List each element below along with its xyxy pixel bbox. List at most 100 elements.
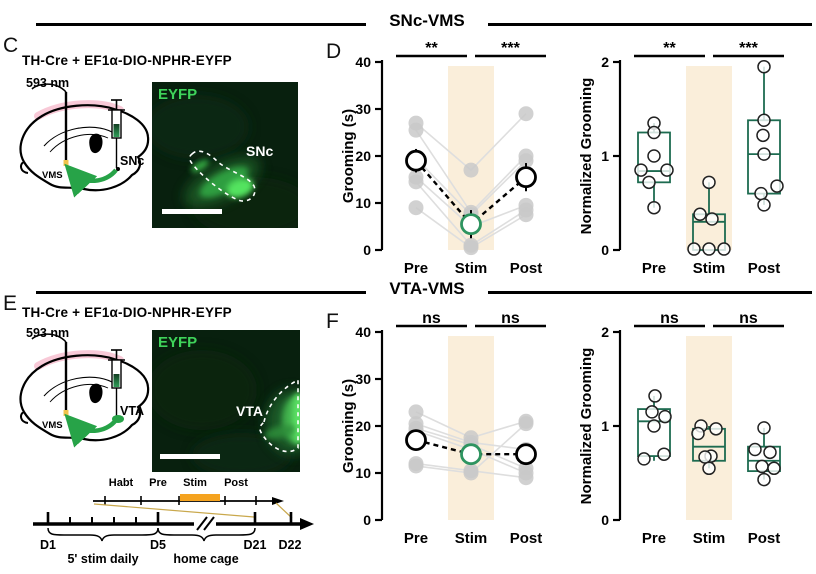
data-point	[757, 59, 771, 74]
x-category-label: Pre	[642, 530, 666, 547]
data-point	[637, 452, 651, 466]
data-point	[647, 200, 661, 215]
subject-point	[463, 465, 479, 481]
y-tick-label: 10	[355, 195, 371, 211]
data-point	[687, 242, 701, 256]
vta-label: VTA	[120, 404, 144, 418]
inner-structure-line-1	[43, 376, 113, 397]
panel-e-construct-title: TH-Cre + EF1α-DIO-NPHR-EYFP	[22, 305, 232, 320]
data-point	[660, 163, 674, 177]
expansion-line-right	[275, 502, 293, 519]
data-point	[634, 163, 648, 177]
significance-label: ns	[660, 310, 679, 327]
y-axis-title: Normalized Grooming	[578, 348, 595, 505]
day-d22: D22	[279, 538, 302, 552]
phase-pre: Pre	[149, 477, 167, 489]
y-axis-title: Grooming (s)	[340, 379, 357, 473]
data-point	[698, 450, 712, 464]
subject-point	[463, 240, 479, 256]
timeline-main-arrowhead	[300, 518, 314, 530]
brain-outline	[19, 104, 150, 192]
mean-point	[515, 166, 537, 189]
y-tick-label: 40	[355, 324, 371, 340]
fiber-cable	[31, 333, 67, 343]
data-point	[691, 426, 705, 441]
fiber-cable	[31, 83, 67, 93]
experiment-timeline: Habt Pre Stim Post D1 D5 D21 D22 5' stim…	[33, 477, 314, 566]
expansion-line-left	[93, 503, 255, 518]
data-point	[702, 242, 716, 256]
snc-brain-schematic: 593 nm VMS SNc	[19, 76, 150, 198]
phase-habt: Habt	[109, 477, 134, 489]
phase-stim: Stim	[183, 477, 207, 489]
panel-label-f: F	[326, 310, 339, 333]
vms-label: VMS	[42, 170, 63, 181]
subject-point	[408, 200, 424, 216]
syringe-virus	[113, 124, 120, 137]
subject-point	[518, 207, 534, 223]
y-tick-label: 30	[355, 101, 371, 117]
wavelength-label: 593 nm	[26, 76, 69, 90]
y-axis-title: Grooming (s)	[340, 109, 357, 203]
subject-point	[408, 404, 424, 420]
significance-label: ***	[739, 40, 758, 57]
panel-label-e: E	[3, 292, 18, 315]
data-point	[757, 198, 771, 212]
x-category-label: Post	[510, 260, 543, 277]
significance-label: ns	[501, 310, 520, 327]
y-tick-label: 0	[363, 512, 371, 528]
data-point	[757, 472, 771, 487]
eyfp-streak	[191, 159, 209, 173]
ventricle-blob	[89, 133, 103, 154]
snc-eyfp-image: EYFP SNc	[152, 82, 298, 228]
data-point	[648, 389, 662, 403]
timeline-minor-ticks	[69, 517, 137, 525]
vta-region-label: VTA	[236, 403, 263, 419]
data-point	[754, 186, 768, 201]
mean-point	[405, 149, 427, 172]
home-cage-brace	[157, 527, 256, 542]
data-point	[709, 422, 723, 436]
scale-bar	[160, 454, 220, 459]
panel-label-c: C	[3, 34, 19, 57]
axis-break-slash-2	[203, 516, 215, 531]
data-point	[770, 179, 784, 193]
data-point	[702, 461, 716, 476]
vta-header-line-right	[488, 291, 812, 294]
eyfp-expression	[199, 166, 249, 198]
projection-arrow	[64, 163, 118, 198]
y-tick-label: 20	[355, 418, 371, 434]
subject-point	[518, 153, 534, 169]
y-tick-label: 30	[355, 371, 371, 387]
data-point	[717, 242, 731, 256]
data-point	[693, 207, 707, 222]
y-tick-label: 0	[363, 242, 371, 258]
snc-region-label: SNc	[246, 143, 273, 159]
data-point	[757, 113, 771, 128]
significance-label: **	[663, 40, 676, 57]
y-tick-label: 10	[355, 465, 371, 481]
projection-arrow	[64, 413, 118, 448]
vta-brain-schematic: 593 nm VMS VTA	[19, 326, 150, 448]
inner-structure-line-2	[49, 384, 109, 403]
axis-break-slash-1	[196, 516, 208, 531]
ventricle-blob	[89, 383, 103, 404]
x-category-label: Pre	[404, 530, 428, 547]
vta-eyfp-image: EYFP VTA	[152, 330, 300, 472]
data-point	[647, 149, 661, 163]
chart-vta-grooming: 0 10 20 30 40 Grooming (s) Pre Stim Post ns ns	[340, 310, 546, 547]
data-point	[658, 409, 672, 424]
y-tick-label: 40	[355, 54, 371, 70]
fiber-tip	[63, 410, 69, 416]
y-tick-label: 20	[355, 148, 371, 164]
data-point	[755, 459, 769, 474]
y-tick-label: 0	[601, 242, 609, 258]
eyfp-bright-core	[226, 178, 254, 198]
data-point	[642, 175, 656, 190]
data-point	[757, 147, 771, 161]
timeline-detail-arrowhead	[272, 497, 284, 505]
stim-orange-bar	[180, 494, 220, 501]
significance-label: ns	[422, 310, 441, 327]
